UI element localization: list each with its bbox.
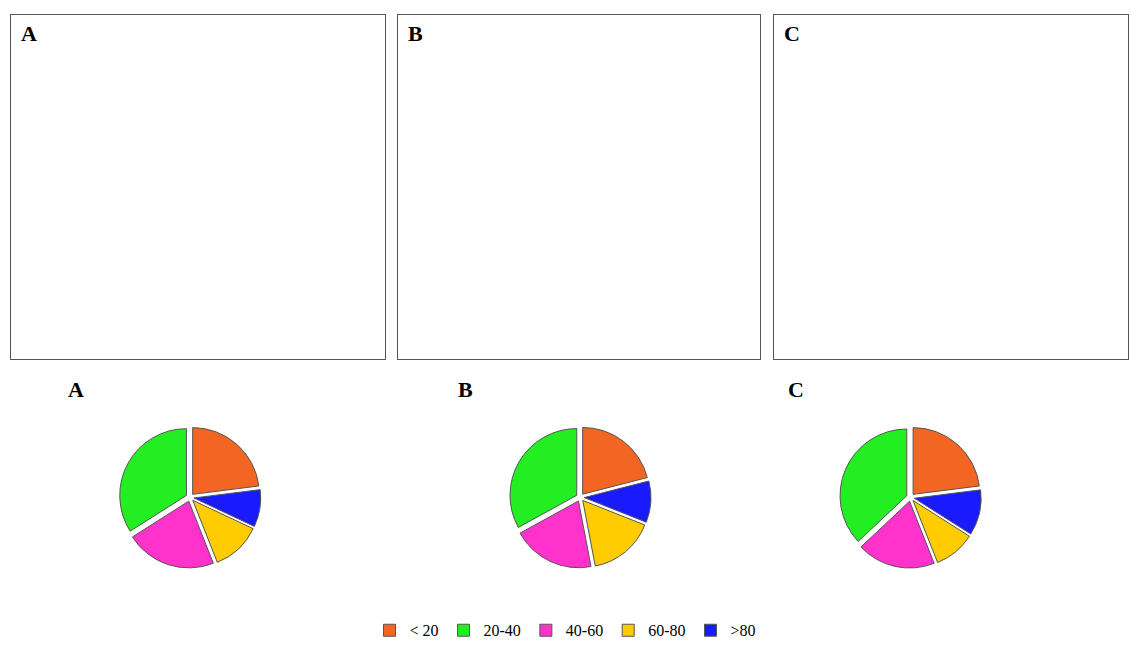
svg-text:B: B [458,377,473,402]
html-text:C: C [784,21,800,46]
svg-text:20-40: 20-40 [484,622,521,639]
svg-text:< 20: < 20 [410,622,439,639]
html-text:A: A [21,21,37,46]
svg-text:>80: >80 [731,622,756,639]
html-text:B: B [408,21,423,46]
svg-text:C: C [788,377,804,402]
svg-text:A: A [68,377,84,402]
svg-text:40-60: 40-60 [566,622,603,639]
svg-text:60-80: 60-80 [648,622,685,639]
